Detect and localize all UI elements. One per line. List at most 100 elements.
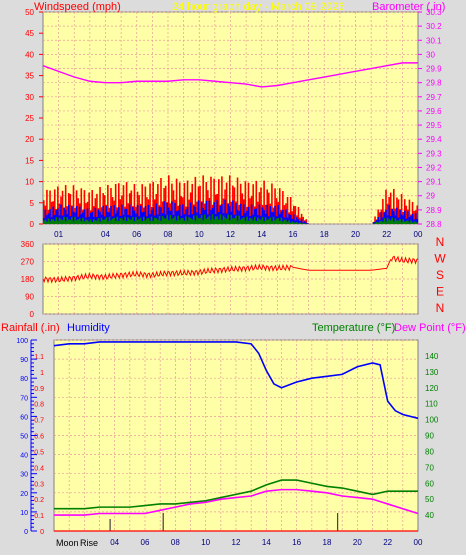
avg-wind-bar (407, 211, 409, 224)
low-wind-bar (213, 219, 215, 224)
avg-wind-bar (94, 207, 97, 224)
low-wind-bar (286, 221, 289, 224)
low-wind-bar (146, 218, 148, 224)
avg-wind-bar (205, 200, 208, 224)
low-wind-bar (299, 222, 301, 224)
temperature-tick-label: 140 (425, 352, 439, 361)
low-wind-bar (69, 219, 72, 224)
low-wind-bar (164, 218, 167, 224)
low-wind-bar (413, 221, 415, 224)
humidity-tick-label: 40 (20, 453, 28, 460)
barometer-tick-label: 29.7 (426, 93, 442, 102)
avg-wind-bar (194, 206, 197, 224)
hour-tick-label: 14 (262, 538, 271, 547)
low-wind-bar (377, 222, 379, 224)
compass-label: N (436, 235, 445, 249)
windspeed-bar (382, 198, 384, 224)
low-wind-bar (378, 221, 381, 224)
windspeed-bar (99, 186, 101, 224)
low-wind-bar (294, 222, 297, 224)
low-wind-bar (72, 221, 75, 224)
low-wind-bar (185, 216, 187, 224)
windspeed-bar (385, 189, 387, 224)
hour-tick-label: 20 (353, 538, 362, 547)
windspeed-bar (114, 183, 117, 224)
direction-tick-label: 0 (30, 310, 35, 319)
low-wind-bar (411, 222, 414, 224)
low-wind-bar (221, 219, 223, 224)
low-wind-bar (139, 217, 142, 224)
avg-wind-bar (294, 220, 297, 224)
low-wind-bar (153, 217, 156, 224)
barometer-tick-label: 29.3 (426, 149, 442, 158)
avg-wind-bar (235, 203, 237, 224)
compass-label: S (436, 268, 444, 282)
low-wind-bar (160, 220, 162, 224)
windspeed-bar (244, 181, 247, 224)
low-wind-bar (260, 219, 262, 224)
avg-wind-bar (380, 212, 383, 224)
avg-wind-bar (182, 204, 184, 224)
avg-wind-bar (124, 208, 126, 224)
low-wind-bar (183, 220, 186, 224)
temperature-tick-label: 70 (425, 463, 434, 472)
temperature-tick-label: 130 (425, 368, 439, 377)
windspeed-bar (133, 184, 136, 224)
low-wind-bar (250, 218, 253, 224)
low-wind-bar (257, 217, 259, 224)
windspeed-bar (199, 185, 201, 224)
low-wind-bar (389, 220, 392, 224)
barometer-tick-label: 29.6 (426, 107, 442, 116)
windspeed-tick-label: 35 (25, 72, 34, 81)
hour-tick-label: 00 (414, 538, 423, 547)
low-wind-bar (132, 217, 134, 224)
low-wind-bar (247, 220, 250, 224)
low-wind-bar (249, 218, 251, 224)
windspeed-tick-label: 50 (25, 8, 34, 17)
avg-wind-bar (374, 221, 376, 224)
moon-rise-label: Rise (80, 538, 98, 548)
low-wind-bar (291, 221, 294, 224)
humidity-axis-title: Humidity (67, 322, 110, 334)
windspeed-bar (408, 199, 411, 224)
low-wind-bar (274, 220, 276, 224)
avg-wind-bar (61, 215, 64, 224)
avg-wind-bar (227, 203, 229, 224)
low-wind-bar (96, 220, 98, 224)
avg-wind-bar (49, 209, 51, 224)
hour-tick-label: 16 (292, 538, 301, 547)
avg-wind-bar (72, 211, 75, 224)
avg-wind-bar (83, 209, 86, 224)
low-wind-bar (219, 214, 222, 224)
low-wind-bar (202, 220, 204, 224)
low-wind-bar (239, 219, 242, 224)
windspeed-bar (214, 194, 217, 224)
low-wind-bar (407, 220, 409, 224)
avg-wind-bar (132, 207, 134, 224)
low-wind-bar (397, 220, 400, 224)
rainfall-tick-label: 0 (40, 529, 44, 536)
windspeed-bar (85, 203, 87, 224)
barometer-tick-label: 29.1 (426, 178, 442, 187)
windspeed-bar (111, 197, 114, 224)
temperature-tick-label: 120 (425, 384, 439, 393)
windspeed-bar (400, 193, 403, 224)
avg-wind-bar (53, 215, 56, 224)
windspeed-bar (225, 182, 228, 224)
low-wind-bar (58, 217, 61, 224)
avg-wind-bar (296, 217, 298, 224)
low-wind-bar (258, 219, 261, 224)
avg-wind-bar (232, 200, 234, 224)
low-wind-bar (53, 220, 56, 224)
hour-tick-label: 10 (195, 230, 204, 239)
low-wind-bar (49, 221, 51, 224)
low-wind-bar (396, 220, 398, 224)
avg-wind-bar (303, 221, 306, 224)
windspeed-bar (119, 199, 122, 224)
windspeed-bar (374, 216, 376, 224)
windspeed-bar (286, 196, 289, 224)
low-wind-bar (253, 216, 256, 224)
low-wind-bar (138, 219, 140, 224)
hour-tick-label: 06 (132, 230, 141, 239)
wind-direction-line (42, 255, 419, 284)
